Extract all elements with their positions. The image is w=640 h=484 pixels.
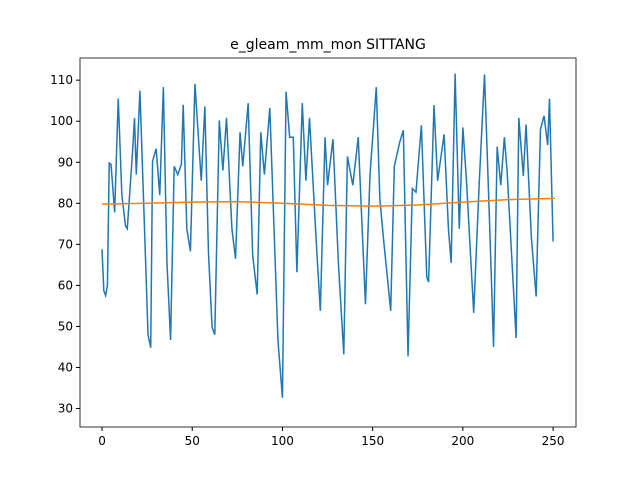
line-series <box>101 73 554 398</box>
y-tick-label: 90 <box>58 155 73 169</box>
x-tick-label: 100 <box>271 434 294 448</box>
x-tick-label: 150 <box>361 434 384 448</box>
chart-title: e_gleam_mm_mon SITTANG <box>230 37 426 53</box>
y-tick-label: 60 <box>58 278 73 292</box>
plot-frame <box>79 57 577 428</box>
y-tick-label: 70 <box>58 237 73 251</box>
y-tick-label: 50 <box>58 319 73 333</box>
y-tick-label: 40 <box>58 360 73 374</box>
x-tick-label: 0 <box>98 434 106 448</box>
y-tick-label: 110 <box>50 73 73 87</box>
y-tick-label: 30 <box>58 402 73 416</box>
x-tick-label: 50 <box>185 434 200 448</box>
y-tick-label: 100 <box>50 114 73 128</box>
x-tick-label: 200 <box>451 434 474 448</box>
x-tick-label: 250 <box>542 434 565 448</box>
line-series <box>101 197 555 207</box>
y-tick-label: 80 <box>58 196 73 210</box>
